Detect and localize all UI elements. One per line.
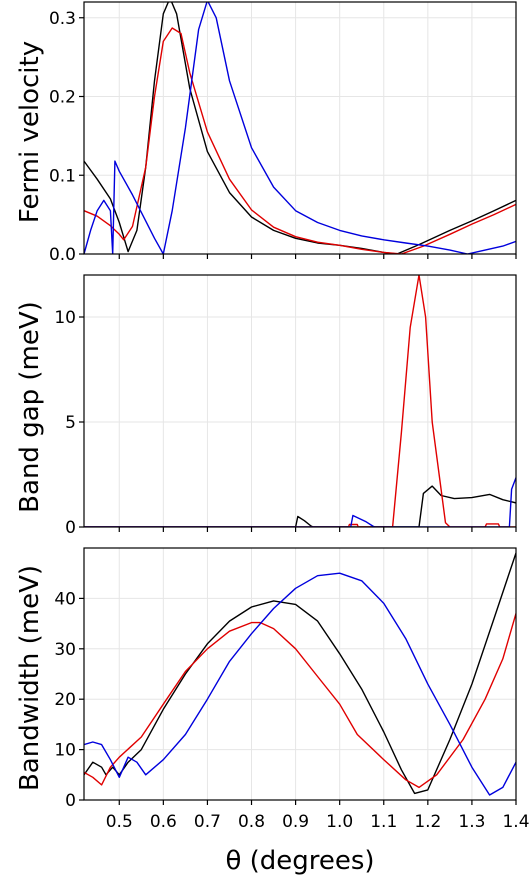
bandwidth-series-line-2 <box>84 572 516 796</box>
band-gap-ytick-label: 0 <box>65 518 76 538</box>
bandwidth-ytick-label: 10 <box>54 741 76 761</box>
bandwidth-xtick-label: 0.5 <box>106 812 133 832</box>
bandwidth-xtick-label: 1.3 <box>458 812 485 832</box>
fermi-velocity-ytick-label: 0.0 <box>49 245 76 265</box>
bandwidth-xtick-label: 0.9 <box>282 812 309 832</box>
bandwidth-xtick-label: 0.7 <box>194 812 221 832</box>
bandwidth-xtick-label: 1.4 <box>502 812 529 832</box>
bandwidth-ytick-label: 30 <box>54 640 76 660</box>
bandwidth-ytick-label: 40 <box>54 589 76 609</box>
fermi-velocity-series-line-0 <box>84 2 516 254</box>
x-axis-label: θ (degrees) <box>225 846 374 876</box>
band-gap-series-line-2 <box>84 477 516 527</box>
fermi-velocity-plot-frame <box>83 1 517 255</box>
bandwidth-xtick-label: 1.2 <box>414 812 441 832</box>
band-gap-ytick-label: 5 <box>65 413 76 433</box>
fermi-velocity-series-line-1 <box>84 27 516 254</box>
bandwidth-ytick-label: 20 <box>54 690 76 710</box>
fermi-velocity-ytick-label: 0.1 <box>49 166 76 186</box>
band-gap-ytick-label: 10 <box>54 308 76 328</box>
fermi-velocity-ytick-label: 0.2 <box>49 88 76 108</box>
bandwidth-series-line-0 <box>84 552 516 795</box>
bandwidth-series-line-1 <box>84 613 516 789</box>
fermi-velocity-ylabel: Fermi velocity <box>15 41 45 223</box>
fermi-velocity-series-line-2 <box>84 2 516 254</box>
bandwidth-xtick-label: 1.0 <box>326 812 353 832</box>
bandwidth-xtick-label: 1.1 <box>370 812 397 832</box>
bandwidth-plot-frame <box>83 547 517 801</box>
band-gap-panel: 0 5 10 Band gap (meV) <box>15 274 517 538</box>
band-gap-series-line-0 <box>84 485 516 527</box>
band-gap-plot-frame <box>83 274 517 528</box>
bandwidth-panel: 0 10 20 30 40 Bandwidth (meV) 0.5 0.6 0.7 0.8 0.9 1… <box>15 547 530 832</box>
bandwidth-ytick-label: 0 <box>65 791 76 811</box>
bandwidth-ylabel: Bandwidth (meV) <box>15 565 45 791</box>
bandwidth-xtick-label: 0.8 <box>238 812 265 832</box>
band-gap-ylabel: Band gap (meV) <box>15 301 45 513</box>
fermi-velocity-ytick-label: 0.3 <box>49 9 76 29</box>
bandwidth-xtick-label: 0.6 <box>150 812 177 832</box>
band-gap-series-line-1 <box>84 275 516 527</box>
